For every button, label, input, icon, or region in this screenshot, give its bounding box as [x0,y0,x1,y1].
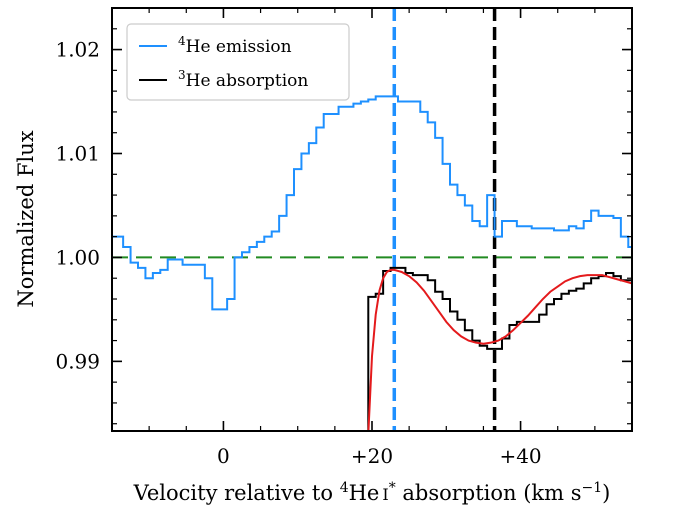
legend-box [126,23,350,101]
y-tick-label: 1.02 [55,38,100,62]
y-tick-label: 0.99 [55,349,100,373]
legend: 4He emission 3He absorption [126,23,350,101]
y-tick-label: 1.01 [55,142,100,166]
y-tick-labels: 0.99 1.00 1.01 1.02 [55,38,100,374]
x-tick-label: +20 [351,444,393,468]
y-tick-label: 1.00 [55,245,100,269]
y-axis-title: Normalized Flux [14,130,38,307]
plot-area [112,8,632,431]
series-line-4he-emission [112,95,632,311]
axis-ticks [111,7,633,431]
x-tick-labels: 0 +20 +40 [217,444,542,468]
series-line-3he-absorption [367,266,632,431]
x-tick-label: 0 [217,444,230,468]
series-line-model-fit [367,268,632,431]
x-axis-title: Velocity relative to 4He I* absorption (k… [133,480,611,505]
x-tick-label: +40 [499,444,541,468]
legend-label-absorption: 3He absorption [178,68,308,91]
legend-label-emission: 4He emission [178,34,292,57]
